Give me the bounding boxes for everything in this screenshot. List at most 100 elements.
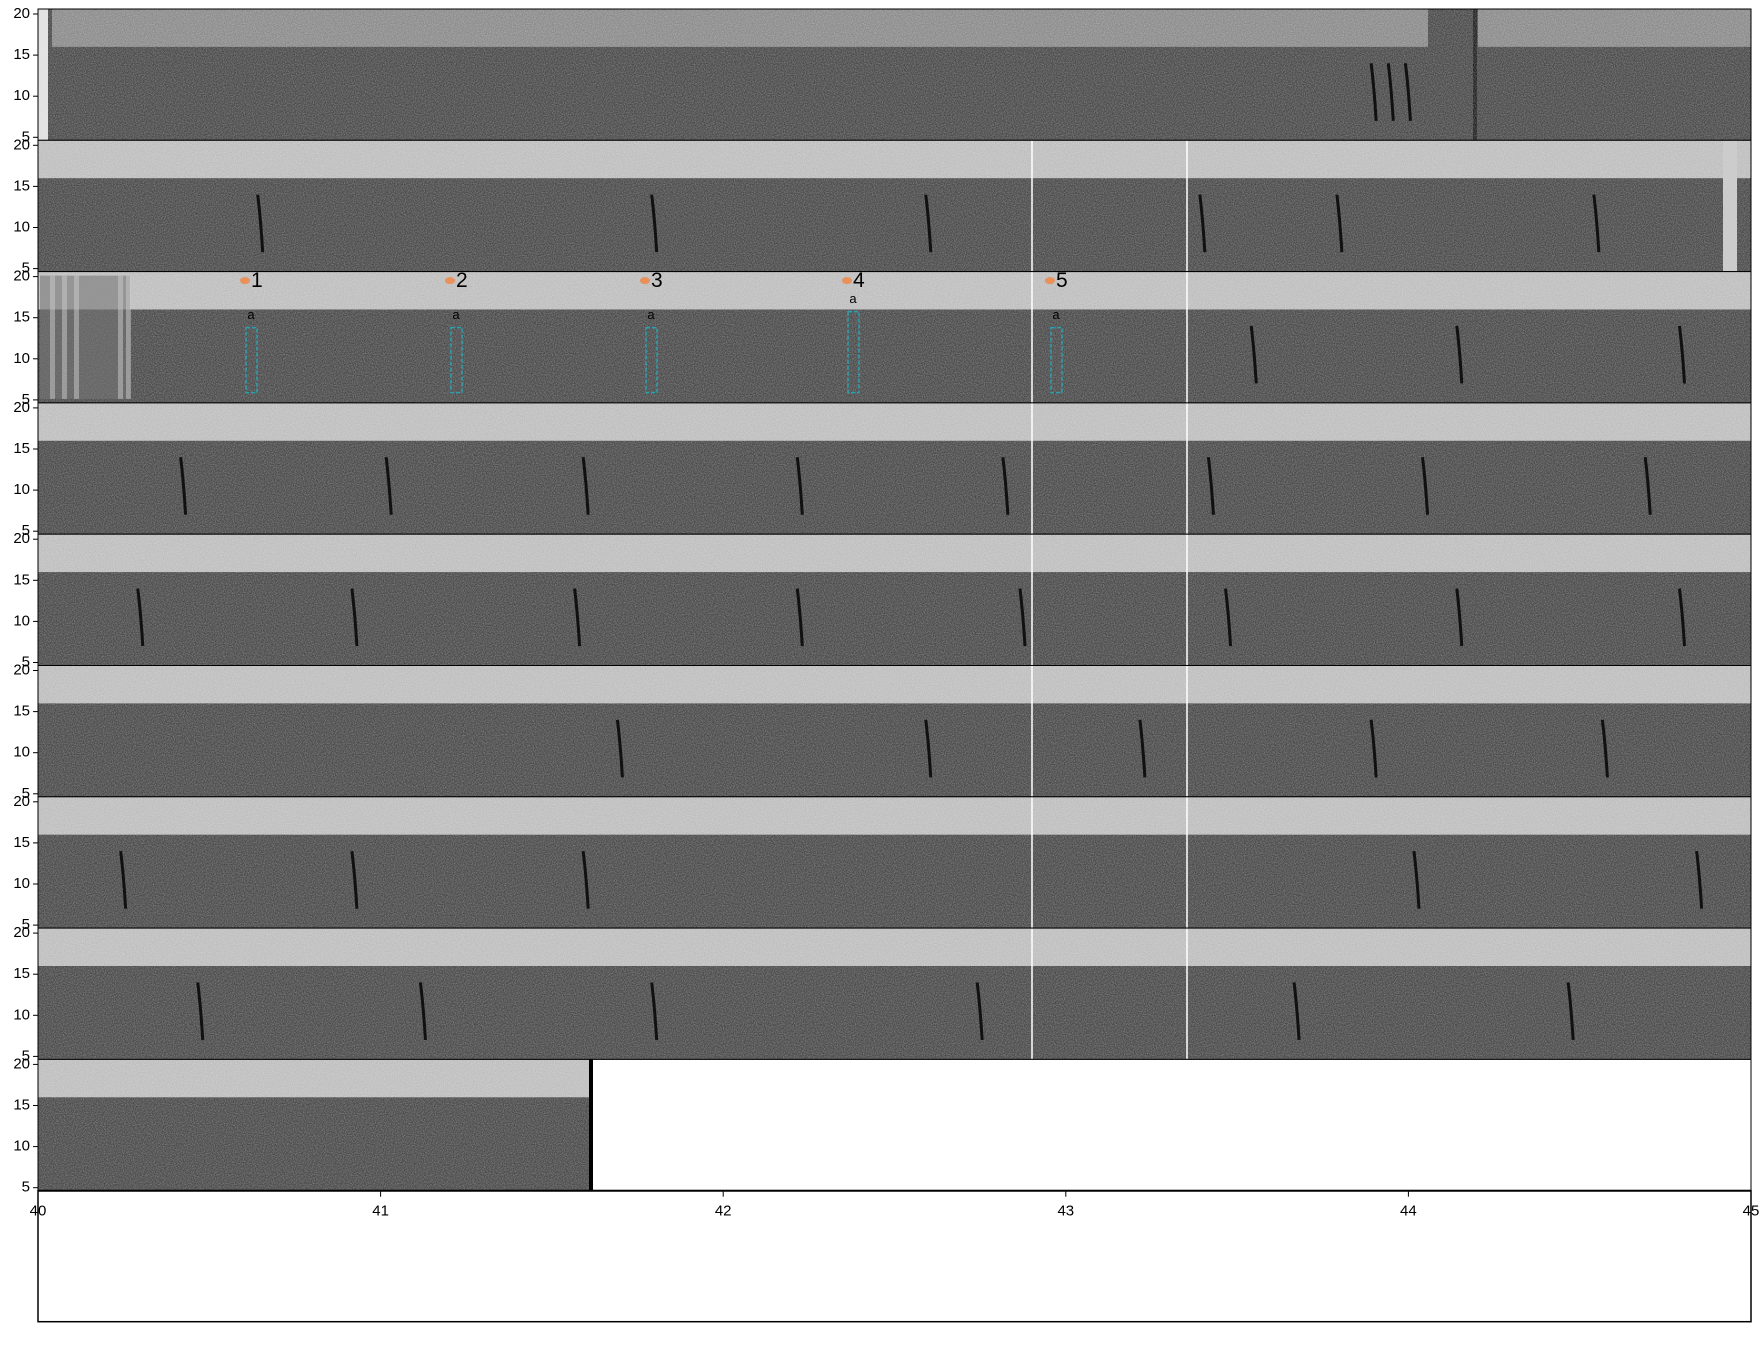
spectrogram-panel bbox=[37, 139, 1752, 273]
noise bbox=[38, 271, 1751, 403]
syllable bbox=[1249, 325, 1258, 384]
y-tick-label: 5 bbox=[22, 1179, 30, 1196]
noise-col bbox=[62, 275, 67, 399]
y-tick-label: 5 bbox=[22, 653, 30, 670]
noise bbox=[38, 1059, 591, 1191]
x-tick-label: 44 bbox=[1400, 1203, 1417, 1220]
y-tick-label: 10 bbox=[13, 875, 30, 892]
bottom-box bbox=[37, 1189, 1752, 1323]
marker bbox=[445, 277, 455, 285]
syllable bbox=[924, 719, 933, 778]
syllable bbox=[1292, 982, 1301, 1041]
y-tick-label: 15 bbox=[13, 177, 30, 194]
marker bbox=[1045, 277, 1055, 285]
y-tick-label: 15 bbox=[13, 1096, 30, 1113]
syllable bbox=[1001, 457, 1010, 515]
spectrogram-panel bbox=[37, 665, 1752, 798]
x-tick-label: 40 bbox=[30, 1203, 47, 1220]
edge-strip bbox=[1723, 140, 1737, 272]
annotation-number: 5 bbox=[1056, 269, 1068, 292]
noise-col bbox=[74, 275, 79, 399]
syllable bbox=[1138, 719, 1147, 778]
y-tick-label: 20 bbox=[13, 1055, 30, 1072]
y-tick-label: 20 bbox=[13, 793, 30, 810]
syllable bbox=[1677, 325, 1686, 384]
syllable bbox=[350, 850, 359, 909]
annotation-box bbox=[245, 326, 258, 394]
syllable bbox=[1386, 63, 1395, 121]
x-tick-label: 42 bbox=[715, 1203, 732, 1220]
syllable bbox=[1369, 719, 1378, 778]
y-tick-label: 20 bbox=[13, 661, 30, 678]
noise-col bbox=[118, 275, 123, 399]
syllable bbox=[1403, 63, 1412, 121]
annotation-label: a bbox=[452, 307, 460, 322]
y-tick-label: 5 bbox=[22, 785, 30, 802]
syllable bbox=[1018, 588, 1027, 647]
y-tick-label: 10 bbox=[13, 350, 30, 367]
y-tick-label: 5 bbox=[22, 391, 30, 408]
spectrogram-panel bbox=[37, 271, 1752, 404]
y-tick-label: 10 bbox=[13, 1006, 30, 1023]
y-tick-label: 15 bbox=[13, 46, 30, 63]
noise bbox=[38, 9, 1751, 141]
annotation-number: 1 bbox=[251, 269, 263, 292]
y-tick-label: 20 bbox=[13, 268, 30, 285]
y-tick-label: 20 bbox=[13, 5, 30, 22]
annotation-label: a bbox=[247, 307, 255, 322]
syllable bbox=[650, 982, 659, 1041]
syllable bbox=[795, 588, 804, 647]
syllable bbox=[350, 588, 359, 647]
syllable bbox=[581, 457, 590, 515]
syllable bbox=[418, 982, 427, 1041]
y-tick-label: 20 bbox=[13, 399, 30, 416]
noise bbox=[38, 140, 1751, 272]
annotation-box bbox=[1050, 326, 1063, 394]
syllable bbox=[196, 982, 205, 1041]
marker bbox=[240, 277, 250, 285]
syllable bbox=[1206, 457, 1215, 515]
syllable bbox=[1369, 63, 1378, 121]
noise bbox=[38, 402, 1751, 535]
spectrogram-panel bbox=[37, 533, 1752, 667]
annotation-number: 2 bbox=[456, 269, 468, 292]
syllable bbox=[573, 588, 582, 647]
annotation-box bbox=[450, 326, 463, 394]
x-tick-label: 43 bbox=[1057, 1203, 1074, 1220]
y-tick-label: 5 bbox=[22, 916, 30, 933]
syllable bbox=[1643, 457, 1652, 515]
spectrogram-panel bbox=[37, 927, 1752, 1060]
y-tick-label: 15 bbox=[13, 834, 30, 851]
y-tick-label: 5 bbox=[22, 1047, 30, 1064]
end-area bbox=[590, 1058, 1752, 1192]
spectrogram-panel bbox=[37, 8, 1752, 141]
syllable bbox=[1592, 194, 1601, 253]
marker bbox=[842, 277, 852, 285]
y-tick-label: 10 bbox=[13, 1138, 30, 1155]
x-tick-label: 45 bbox=[1743, 1203, 1760, 1220]
annotation-number: 4 bbox=[853, 269, 865, 292]
y-tick-label: 15 bbox=[13, 440, 30, 457]
syllable bbox=[1695, 850, 1704, 909]
syllable bbox=[384, 457, 393, 515]
y-tick-label: 15 bbox=[13, 571, 30, 588]
annotation-box bbox=[645, 326, 658, 394]
syllable bbox=[615, 719, 624, 778]
annotation-box bbox=[847, 310, 860, 394]
syllable bbox=[1335, 194, 1344, 253]
y-tick-label: 20 bbox=[13, 136, 30, 153]
syllable bbox=[650, 194, 659, 253]
syllable bbox=[1224, 588, 1233, 647]
syllable bbox=[581, 850, 590, 909]
y-tick-label: 20 bbox=[13, 530, 30, 547]
noise-col bbox=[126, 275, 131, 399]
annotation-number: 3 bbox=[651, 269, 663, 292]
y-tick-label: 15 bbox=[13, 965, 30, 982]
y-tick-label: 10 bbox=[13, 481, 30, 498]
x-tick-label: 41 bbox=[372, 1203, 389, 1220]
annotation-label: a bbox=[849, 291, 857, 306]
noise-col bbox=[50, 275, 55, 399]
syllable bbox=[1455, 325, 1464, 384]
syllable bbox=[1677, 588, 1686, 647]
